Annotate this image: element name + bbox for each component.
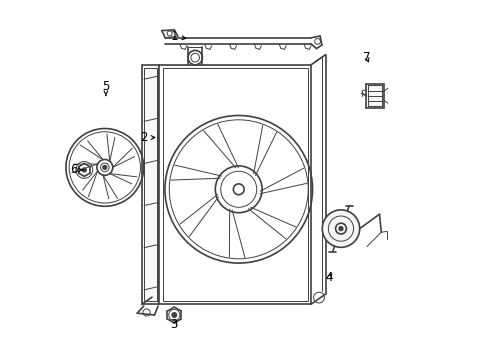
Text: 6: 6: [70, 163, 82, 176]
Circle shape: [82, 168, 86, 172]
Bar: [142, 65, 159, 304]
Text: 3: 3: [170, 318, 178, 331]
Circle shape: [171, 312, 177, 318]
Circle shape: [338, 226, 343, 231]
Bar: [366, 84, 384, 108]
Circle shape: [103, 166, 106, 169]
Text: 5: 5: [102, 80, 109, 96]
Bar: [144, 68, 157, 301]
Bar: [367, 85, 382, 106]
Text: 2: 2: [140, 131, 155, 144]
Bar: [163, 68, 307, 301]
Bar: [159, 65, 310, 304]
Circle shape: [322, 210, 359, 247]
Text: 7: 7: [363, 51, 370, 64]
Text: 1: 1: [170, 30, 185, 43]
Text: 4: 4: [325, 271, 332, 284]
